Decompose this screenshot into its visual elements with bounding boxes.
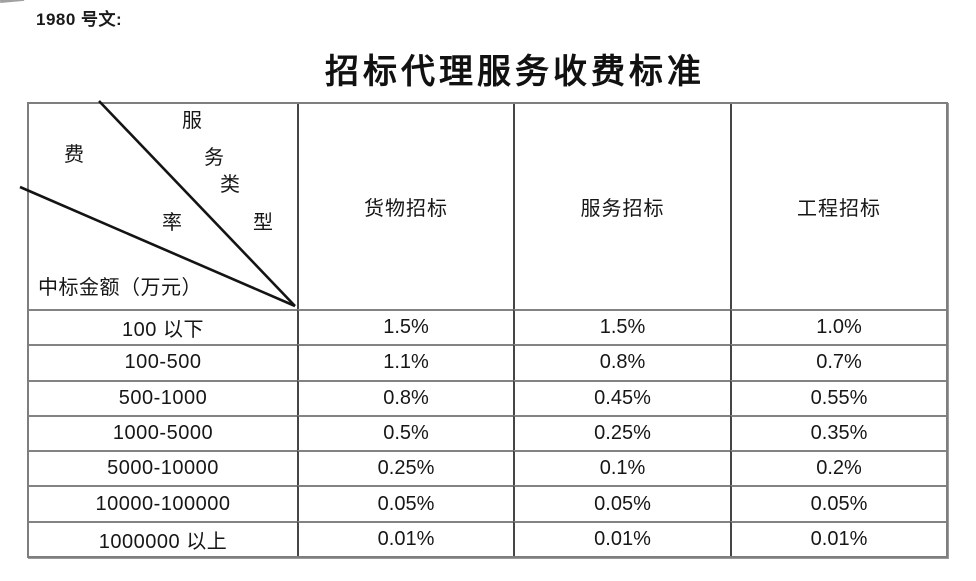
corner-service-type-char: 型 [253,212,273,234]
fee-value-cell: 1.5% [513,309,730,345]
corner-service-type-char: 服 [182,110,202,132]
fee-value-cell: 0.05% [730,485,946,521]
scan-artifact [0,0,25,3]
corner-rate-char: 率 [162,212,182,234]
row-range-label: 5000-10000 [29,450,297,485]
fee-table: 服 务 类 型 费 率 中标金额（万元） 货物招标 服务招标 工程招标 100 … [19,100,948,558]
doc-number: 1980 号文: [36,10,123,29]
fee-value-cell: 0.25% [513,414,730,451]
row-range-label: 10000-100000 [29,485,297,520]
row-range-label: 100-500 [29,344,297,379]
column-header-goods-bidding: 货物招标 [297,104,513,309]
fee-value-cell: 0.05% [297,485,513,521]
fee-value-cell: 1.1% [297,344,513,380]
fee-value-cell: 0.1% [513,450,730,486]
title-row: 招标代理服务收费标准 [0,44,976,93]
fee-value-cell: 0.01% [513,520,730,556]
corner-amount-label: 中标金额（万元） [38,277,202,299]
table-corner-cell: 服 务 类 型 费 率 中标金额（万元） [19,100,297,309]
fee-value-cell: 1.0% [730,309,946,345]
row-range-label: 1000-5000 [29,414,297,450]
column-header-works-bidding: 工程招标 [730,104,946,309]
fee-value-cell: 0.2% [730,450,946,486]
diagonal-divider-icon [19,100,296,308]
fee-value-cell: 0.55% [730,379,946,415]
row-range-label: 100 以下 [29,309,297,344]
fee-value-cell: 0.8% [297,379,513,415]
page-title: 招标代理服务收费标准 [325,54,705,91]
row-range-label: 1000000 以上 [29,520,297,556]
corner-rate-char: 费 [64,144,84,166]
fee-value-cell: 0.25% [297,450,513,486]
fee-value-cell: 0.7% [730,344,946,380]
row-range-label: 500-1000 [29,379,297,415]
corner-service-type-char: 务 [204,147,224,169]
column-header-service-bidding: 服务招标 [513,104,730,309]
corner-service-type-char: 类 [220,174,240,196]
fee-value-cell: 0.8% [513,344,730,380]
fee-value-cell: 0.05% [513,485,730,521]
fee-value-cell: 1.5% [297,309,513,345]
fee-value-cell: 0.35% [730,414,946,451]
fee-value-cell: 0.01% [730,520,946,556]
fee-value-cell: 0.45% [513,379,730,415]
fee-value-cell: 0.01% [297,520,513,556]
fee-value-cell: 0.5% [297,414,513,451]
